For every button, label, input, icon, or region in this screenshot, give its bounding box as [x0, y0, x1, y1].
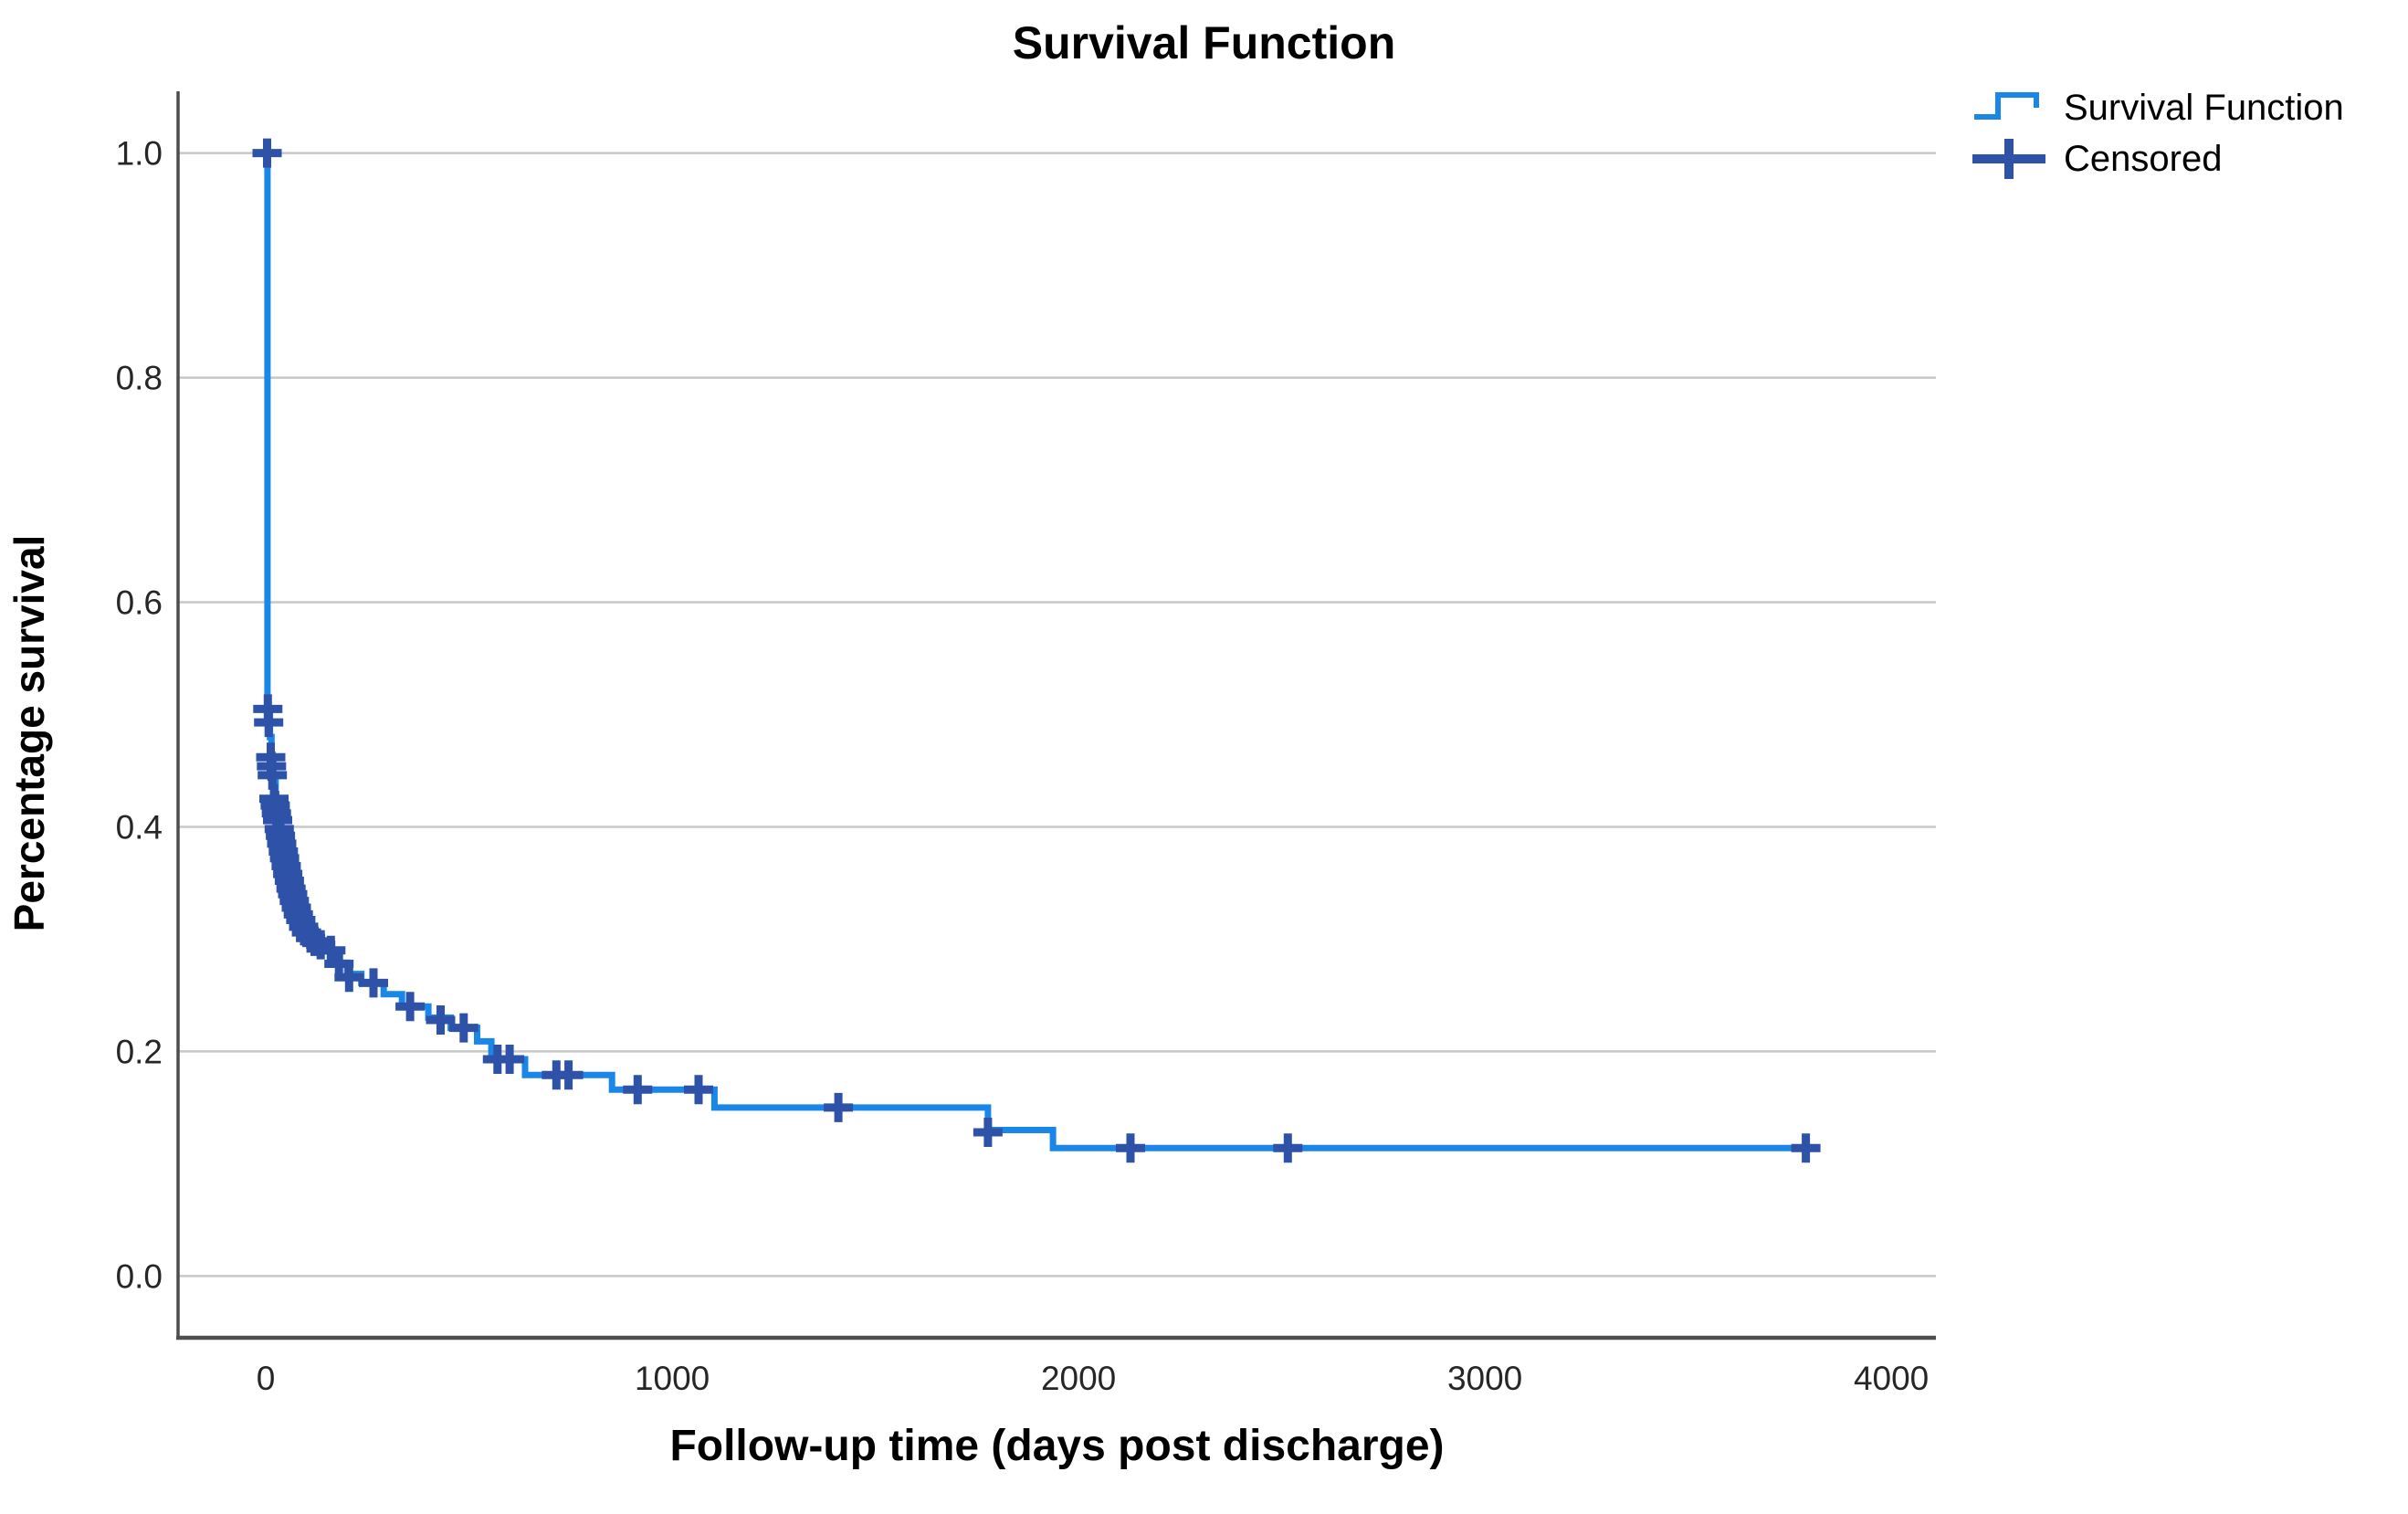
censored-mark [1116, 1133, 1145, 1163]
x-tick-label: 4000 [1854, 1360, 1929, 1397]
step-line-icon [1974, 92, 2039, 120]
y-tick-label: 0.0 [116, 1257, 163, 1295]
x-tick-label: 3000 [1447, 1360, 1522, 1397]
censored-mark [448, 1013, 478, 1043]
censored-mark [1273, 1133, 1303, 1163]
censored-mark [824, 1092, 854, 1122]
y-tick-label: 0.8 [116, 360, 163, 397]
censored-mark [973, 1118, 1003, 1147]
censored-mark [495, 1045, 525, 1074]
legend: Survival Function Censored [1971, 84, 2344, 183]
legend-item-censored: Censored [1971, 135, 2344, 183]
censored-mark [252, 138, 282, 168]
censored-mark [1791, 1133, 1821, 1163]
legend-item-survival-function: Survival Function [1971, 84, 2344, 131]
y-tick-label: 0.2 [116, 1033, 163, 1070]
survival-curve [264, 150, 1806, 1151]
legend-label-survival-function: Survival Function [2064, 87, 2344, 128]
plus-icon [1972, 139, 2045, 179]
censored-mark [426, 1005, 456, 1035]
censored-mark [334, 962, 364, 993]
y-tick-label: 0.6 [116, 584, 163, 622]
y-tick-label: 0.4 [116, 809, 163, 846]
x-tick-label: 0 [257, 1360, 276, 1397]
legend-label-censored: Censored [2064, 138, 2223, 179]
chart-title: Survival Function [1012, 17, 1396, 68]
plus-glyph-path [1972, 139, 2045, 179]
x-tick-label: 1000 [635, 1360, 710, 1397]
step-line-glyph-path [1974, 92, 2039, 120]
censored-mark [623, 1075, 653, 1105]
y-tick-label: 1.0 [116, 135, 163, 173]
x-tick-label: 2000 [1041, 1360, 1116, 1397]
y-axis-title: Percentage survival [5, 534, 53, 932]
censored-mark [553, 1060, 584, 1090]
x-axis-title: Follow-up time (days post discharge) [669, 1422, 1445, 1470]
censored-mark [359, 968, 388, 998]
censored-mark [254, 708, 284, 738]
censored-mark [395, 992, 426, 1022]
censored-mark [684, 1075, 713, 1105]
